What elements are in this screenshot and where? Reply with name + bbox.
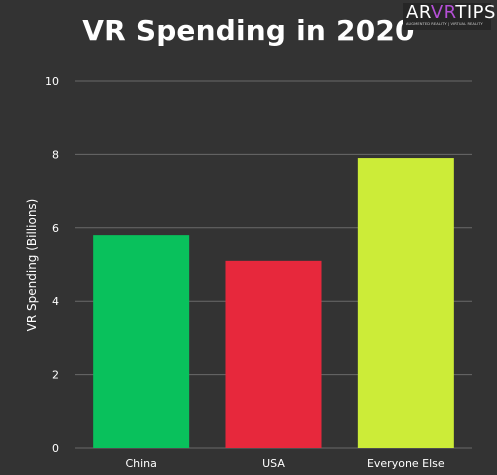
y-tick-labels: 0 2 4 6 8 10 <box>45 75 59 455</box>
y-tick-label: 4 <box>52 295 59 308</box>
y-tick-label: 10 <box>45 75 59 88</box>
logo-tips: TIPS <box>455 2 496 23</box>
x-category-label: USA <box>262 457 285 470</box>
logo-vr: VR <box>430 2 456 23</box>
chart-title: VR Spending in 2020 <box>82 14 415 47</box>
logo-wordmark: ARVRTIPS <box>406 2 495 23</box>
logo-ar: AR <box>406 2 431 23</box>
y-tick-label: 2 <box>52 369 59 382</box>
bar-china <box>93 235 190 448</box>
x-category-label: China <box>125 457 156 470</box>
bar-everyone-else <box>357 158 454 448</box>
bar-usa <box>225 260 322 448</box>
y-tick-label: 6 <box>52 222 59 235</box>
arvrtips-logo: ARVRTIPS AUGMENTED REALITY | VIRTUAL REA… <box>403 2 495 30</box>
x-category-label: Everyone Else <box>367 457 445 470</box>
x-category-labels: China USA Everyone Else <box>125 457 444 470</box>
y-tick-label: 0 <box>52 442 59 455</box>
y-tick-label: 8 <box>52 148 59 161</box>
y-axis-label: VR Spending (Billions) <box>25 199 39 332</box>
bars <box>93 158 454 448</box>
logo-subtitle: AUGMENTED REALITY | VIRTUAL REALITY <box>406 22 483 26</box>
